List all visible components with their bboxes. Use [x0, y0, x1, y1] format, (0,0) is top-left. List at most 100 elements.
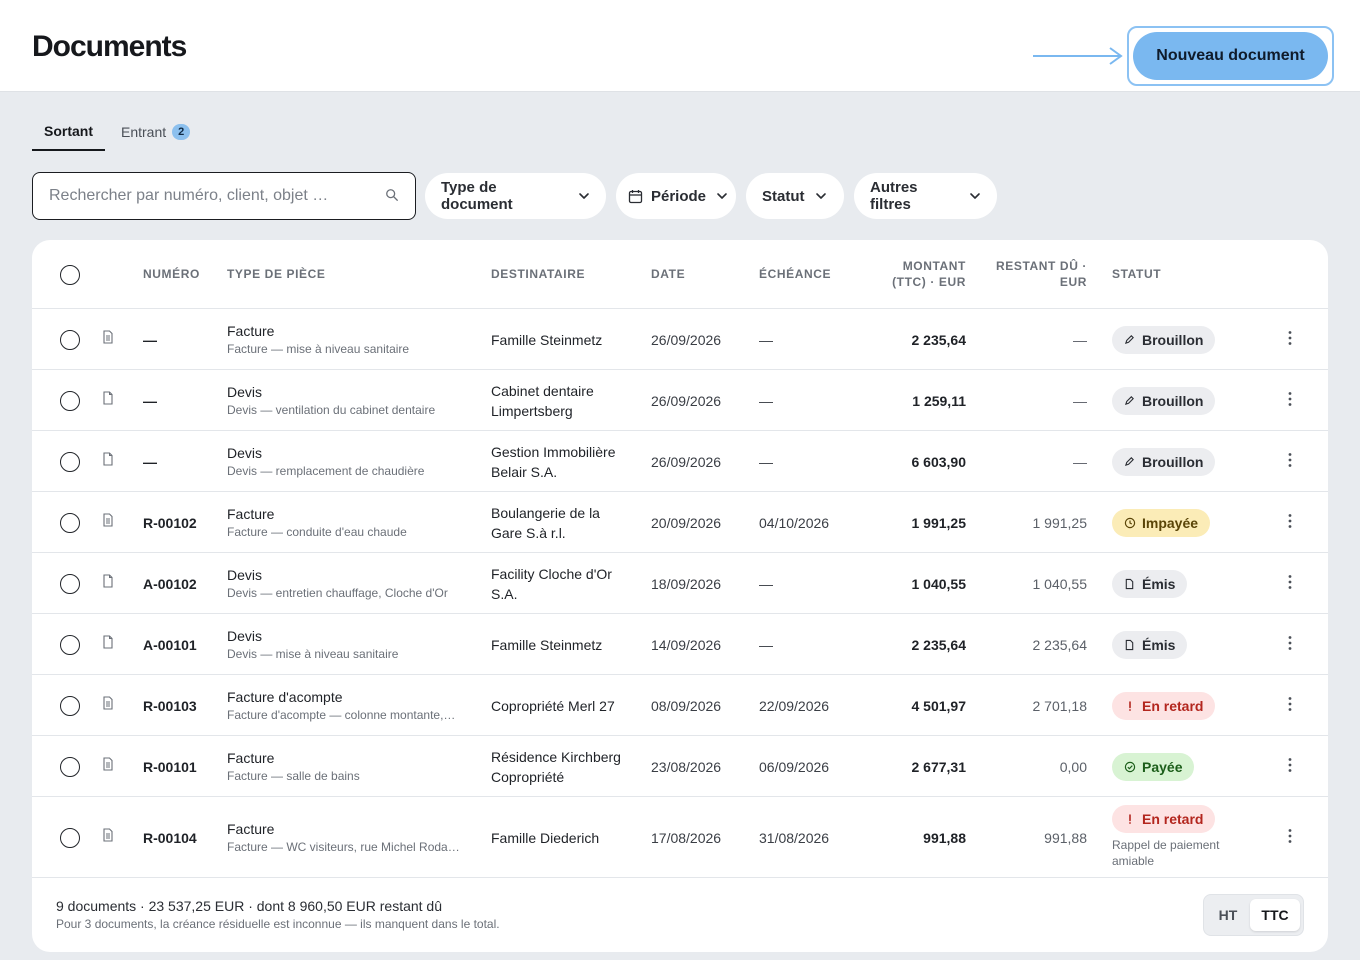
toggle-ttc[interactable]: TTC — [1250, 899, 1300, 931]
tab-entrant[interactable]: Entrant 2 — [109, 112, 202, 151]
document-number[interactable]: R-00104 — [143, 829, 197, 846]
recipient-line2: S.A. — [491, 585, 518, 602]
more-actions-icon[interactable] — [1282, 452, 1298, 472]
document-number[interactable]: A-00101 — [143, 636, 197, 653]
table-row[interactable]: R-00101 Facture Facture — salle de bains Ré… — [32, 736, 1328, 797]
calendar-icon — [628, 189, 643, 204]
recipient: Gestion Immobilière Belair S.A. — [491, 442, 641, 482]
search-box — [32, 172, 416, 220]
filter-status[interactable]: Statut — [746, 173, 844, 219]
remaining-due: — — [1073, 331, 1087, 348]
clock-icon — [1124, 517, 1136, 529]
column-header-number[interactable]: NUMÉRO — [143, 267, 200, 281]
row-checkbox[interactable] — [60, 634, 80, 655]
row-checkbox[interactable] — [60, 512, 80, 533]
table-row[interactable]: R-00103 Facture d'acompte Facture d'acompt… — [32, 675, 1328, 736]
table-row[interactable]: A-00102 Devis Devis — entretien chauffage,… — [32, 553, 1328, 614]
row-checkbox[interactable] — [60, 329, 80, 350]
table-row[interactable]: — Devis Devis — remplacement de chaudière G… — [32, 431, 1328, 492]
document-date: 26/09/2026 — [651, 392, 722, 409]
select-all-checkbox[interactable] — [60, 265, 80, 285]
document-number[interactable]: — — [143, 392, 157, 409]
column-header-due[interactable]: ÉCHÉANCE — [759, 267, 832, 281]
tab-sortant[interactable]: Sortant — [32, 112, 105, 151]
remaining-due: 991,88 — [1044, 829, 1087, 846]
recipient-line1: Cabinet dentaire — [491, 382, 594, 399]
due-date: 06/09/2026 — [759, 758, 830, 775]
remaining-due: 1 040,55 — [1032, 575, 1088, 592]
document-number[interactable]: — — [143, 331, 157, 348]
footer-note: Pour 3 documents, la créance résiduelle … — [56, 917, 500, 931]
check-circle-icon — [1124, 761, 1136, 773]
document-subject: Facture — salle de bains — [227, 768, 360, 783]
document-date: 26/09/2026 — [651, 331, 722, 348]
row-checkbox[interactable] — [60, 573, 80, 594]
filter-label: Période — [651, 187, 707, 205]
document-type-cell: Devis Devis — entretien chauffage, Cloche… — [227, 566, 467, 601]
remaining-due: 2 701,18 — [1032, 697, 1088, 714]
search-icon[interactable] — [385, 188, 401, 204]
column-header-amount-line2: (TTC) · EUR — [892, 275, 966, 289]
status-label: Brouillon — [1142, 453, 1204, 470]
more-actions-icon[interactable] — [1282, 828, 1298, 848]
more-actions-icon[interactable] — [1282, 574, 1298, 594]
remaining-due: 2 235,64 — [1032, 636, 1088, 653]
table-row[interactable]: R-00102 Facture Facture — conduite d'eau c… — [32, 492, 1328, 553]
document-number[interactable]: R-00102 — [143, 514, 197, 531]
document-type: Facture — [227, 820, 275, 837]
more-actions-icon[interactable] — [1282, 757, 1298, 777]
row-checkbox[interactable] — [60, 451, 80, 472]
table-row[interactable]: A-00101 Devis Devis — mise à niveau sanita… — [32, 614, 1328, 675]
document-type: Devis — [227, 627, 263, 644]
document-subject: Facture d'acompte — colonne montante,… — [227, 707, 456, 722]
toggle-ht[interactable]: HT — [1218, 907, 1238, 923]
filter-document-type[interactable]: Type de document — [425, 173, 606, 219]
pencil-icon — [1124, 456, 1136, 468]
row-checkbox[interactable] — [60, 695, 80, 716]
document-type: Facture — [227, 322, 275, 339]
column-header-type[interactable]: TYPE DE PIÈCE — [227, 267, 326, 281]
search-input[interactable] — [49, 187, 385, 205]
recipient-line2: Gare S.à r.l. — [491, 524, 566, 541]
document-type-cell: Devis Devis — ventilation du cabinet dent… — [227, 383, 467, 418]
more-actions-icon[interactable] — [1282, 635, 1298, 655]
row-checkbox[interactable] — [60, 827, 80, 848]
chevron-down-icon — [815, 190, 827, 202]
document-number[interactable]: R-00101 — [143, 758, 197, 775]
column-header-rest-line2: EUR — [1059, 275, 1087, 289]
more-actions-icon[interactable] — [1282, 696, 1298, 716]
filter-period[interactable]: Période — [616, 173, 736, 219]
more-actions-icon[interactable] — [1282, 391, 1298, 411]
document-number[interactable]: — — [143, 453, 157, 470]
table-row[interactable]: — Facture Facture — mise à niveau sanitair… — [32, 309, 1328, 370]
due-date: 31/08/2026 — [759, 829, 830, 846]
document-number[interactable]: R-00103 — [143, 697, 197, 714]
column-header-status[interactable]: STATUT — [1112, 267, 1162, 281]
more-actions-icon[interactable] — [1282, 330, 1298, 350]
column-header-amount[interactable]: MONTANT (TTC) · EUR — [866, 258, 966, 290]
column-header-recipient[interactable]: DESTINATAIRE — [491, 267, 586, 281]
filter-other[interactable]: Autres filtres — [854, 173, 997, 219]
amount-ttc: 991,88 — [923, 829, 966, 846]
row-checkbox[interactable] — [60, 390, 80, 411]
document-number[interactable]: A-00102 — [143, 575, 197, 592]
column-header-rest[interactable]: RESTANT DÛ · EUR — [987, 258, 1087, 290]
status-label: En retard — [1142, 811, 1204, 827]
column-header-date[interactable]: DATE — [651, 267, 686, 281]
recipient-line1: Famille Steinmetz — [491, 331, 603, 348]
document-type: Facture — [227, 505, 275, 522]
due-date: 22/09/2026 — [759, 697, 830, 714]
document-subject: Devis — entretien chauffage, Cloche d'Or — [227, 585, 448, 600]
table-row[interactable]: — Devis Devis — ventilation du cabinet den… — [32, 370, 1328, 431]
more-actions-icon[interactable] — [1282, 513, 1298, 533]
tab-count-badge: 2 — [172, 123, 191, 140]
quote-icon — [102, 573, 114, 588]
document-subject: Devis — ventilation du cabinet dentaire — [227, 402, 436, 417]
column-header-rest-line1: RESTANT DÛ · — [996, 259, 1087, 273]
row-checkbox[interactable] — [60, 756, 80, 777]
tab-label: Entrant — [121, 123, 167, 140]
new-document-button[interactable]: Nouveau document — [1133, 32, 1328, 80]
recipient: Cabinet dentaire Limpertsberg — [491, 381, 641, 421]
status-badge: En retard — [1112, 691, 1216, 720]
table-row[interactable]: R-00104 Facture Facture — WC visiteurs, ru… — [32, 797, 1328, 878]
